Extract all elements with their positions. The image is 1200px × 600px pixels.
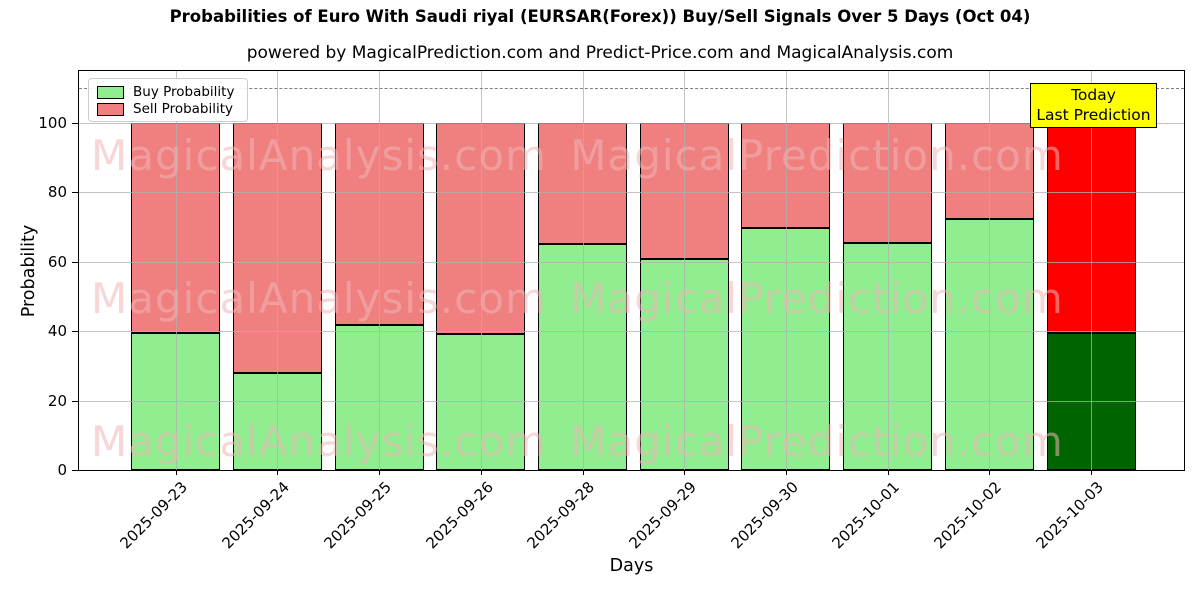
y-tick-mark <box>72 123 78 124</box>
x-tick-label-text: 2025-09-25 <box>320 478 395 553</box>
x-tick-mark <box>684 470 686 475</box>
annotation-line2: Last Prediction <box>1036 106 1151 124</box>
x-tick-mark <box>582 470 584 475</box>
x-tick-label-text: 2025-09-23 <box>116 478 192 553</box>
y-tick-mark <box>72 331 78 333</box>
gridline-vertical <box>582 71 584 470</box>
y-tick-mark <box>72 261 78 263</box>
chart-subtitle: powered by MagicalPrediction.com and Pre… <box>246 43 954 63</box>
y-tick-label: 60 <box>47 252 67 271</box>
x-tick-label-text: 2025-09-24 <box>218 478 294 553</box>
watermark-text: MagicalPrediction.com <box>570 417 1064 466</box>
gridline-horizontal <box>79 331 1184 333</box>
watermark-text: MagicalAnalysis.com <box>91 274 547 323</box>
today-annotation: Today Last Prediction <box>1030 83 1157 128</box>
y-tick-label: 100 <box>38 114 67 132</box>
gridline-vertical <box>277 71 279 470</box>
gridline-horizontal <box>79 400 1184 402</box>
threshold-dashed-line <box>79 88 1184 90</box>
legend-item: Sell Probability <box>97 101 247 117</box>
legend-swatch <box>97 102 124 116</box>
x-tick-label-text: 2025-09-29 <box>625 478 700 553</box>
x-tick-label-text: 2025-09-30 <box>727 478 802 553</box>
watermark-text: MagicalPrediction.com <box>570 274 1064 323</box>
x-tick-mark <box>175 470 177 475</box>
gridline-horizontal <box>79 123 1184 124</box>
legend: Buy Probability Sell Probability <box>88 78 248 122</box>
gridline-vertical <box>785 71 787 470</box>
watermark-text: MagicalPrediction.com <box>570 131 1064 180</box>
legend-item: Buy Probability <box>97 84 247 100</box>
y-tick-mark <box>72 400 78 402</box>
x-tick-label-text: 2025-09-28 <box>523 478 599 553</box>
legend-swatch <box>97 85 124 99</box>
y-tick-label: 80 <box>47 183 67 202</box>
x-tick-label-text: 2025-09-26 <box>422 478 497 553</box>
gridline-horizontal <box>79 261 1184 263</box>
y-tick-label: 20 <box>47 391 67 410</box>
x-tick-mark <box>887 470 889 475</box>
x-tick-mark <box>277 470 279 475</box>
y-tick-label: 0 <box>57 461 67 479</box>
x-tick-mark <box>989 470 991 475</box>
y-tick-label: 40 <box>47 322 67 341</box>
gridline-vertical <box>379 71 380 470</box>
gridline-vertical <box>1091 71 1093 470</box>
gridline-vertical <box>989 71 991 470</box>
watermark-text: MagicalAnalysis.com <box>91 417 547 466</box>
x-tick-label-text: 2025-10-01 <box>828 478 904 553</box>
x-tick-mark <box>480 470 482 475</box>
x-tick-label-text: 2025-10-02 <box>930 478 1006 553</box>
gridline-vertical <box>480 71 482 470</box>
gridline-horizontal <box>79 192 1184 194</box>
legend-item-label: Buy Probability <box>133 84 235 100</box>
gridline-vertical <box>175 71 177 470</box>
gridline-vertical <box>887 71 889 470</box>
gridline-vertical <box>684 71 686 470</box>
legend-item-label: Sell Probability <box>133 101 234 117</box>
x-tick-mark <box>379 470 380 475</box>
x-tick-mark <box>785 470 787 475</box>
y-axis-label: Probability <box>19 224 39 318</box>
x-axis-label: Days <box>609 556 654 576</box>
x-tick-label-text: 2025-10-03 <box>1032 478 1107 553</box>
annotation-line1: Today <box>1071 86 1116 104</box>
plot-area: Buy Probability Sell Probability Today La… <box>78 70 1185 471</box>
chart-title: Probabilities of Euro With Saudi riyal (… <box>169 7 1031 26</box>
x-tick-mark <box>1091 470 1093 475</box>
y-tick-mark <box>72 470 78 471</box>
watermark-text: MagicalAnalysis.com <box>91 131 547 180</box>
y-tick-mark <box>72 192 78 194</box>
